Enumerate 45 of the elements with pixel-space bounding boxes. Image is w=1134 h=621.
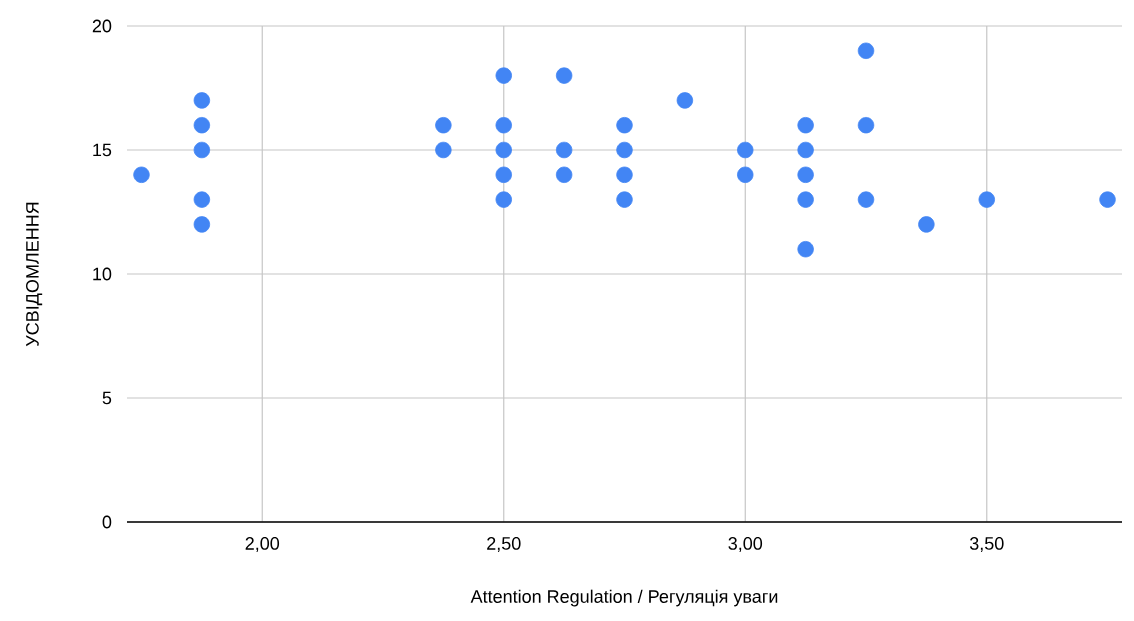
- point: [495, 141, 512, 159]
- x-tick-label: 2,50: [487, 537, 521, 552]
- point: [495, 117, 512, 134]
- point: [797, 241, 814, 258]
- point: [797, 141, 814, 159]
- point: [857, 117, 875, 134]
- point: [857, 191, 875, 208]
- point: [555, 141, 573, 159]
- point: [495, 67, 512, 84]
- point: [857, 42, 875, 59]
- point: [797, 191, 814, 208]
- point: [495, 166, 512, 183]
- x-tick-label: 3,50: [969, 537, 1004, 552]
- point: [616, 191, 633, 208]
- point: [495, 191, 512, 208]
- point: [193, 117, 211, 134]
- point: [797, 166, 814, 183]
- point: [918, 216, 935, 233]
- y-tick-label: 10: [93, 267, 112, 281]
- point: [737, 141, 754, 159]
- point: [193, 92, 211, 109]
- point: [616, 141, 633, 159]
- point: [616, 117, 633, 134]
- point: [133, 166, 150, 183]
- point: [676, 92, 694, 109]
- y-axis-title: УСВІДОМЛЕННЯ: [26, 202, 43, 347]
- y-tick-label: 5: [102, 391, 112, 405]
- point: [193, 141, 211, 159]
- y-tick-label: 20: [92, 19, 112, 33]
- y-tick-label: 15: [93, 143, 112, 157]
- x-tick-label: 3,00: [728, 537, 763, 552]
- point: [193, 216, 211, 233]
- point: [978, 191, 995, 208]
- point: [555, 166, 573, 183]
- point: [616, 166, 633, 183]
- point: [1099, 191, 1116, 208]
- point: [435, 117, 452, 134]
- x-axis-title: Attention Regulation / Регуляція уваги: [470, 589, 778, 607]
- point: [737, 166, 754, 183]
- x-tick-label: 2,00: [245, 537, 280, 552]
- point: [797, 117, 814, 134]
- point: [193, 191, 211, 208]
- point: [435, 141, 452, 159]
- point: [555, 67, 573, 84]
- y-tick-label: 0: [102, 515, 112, 529]
